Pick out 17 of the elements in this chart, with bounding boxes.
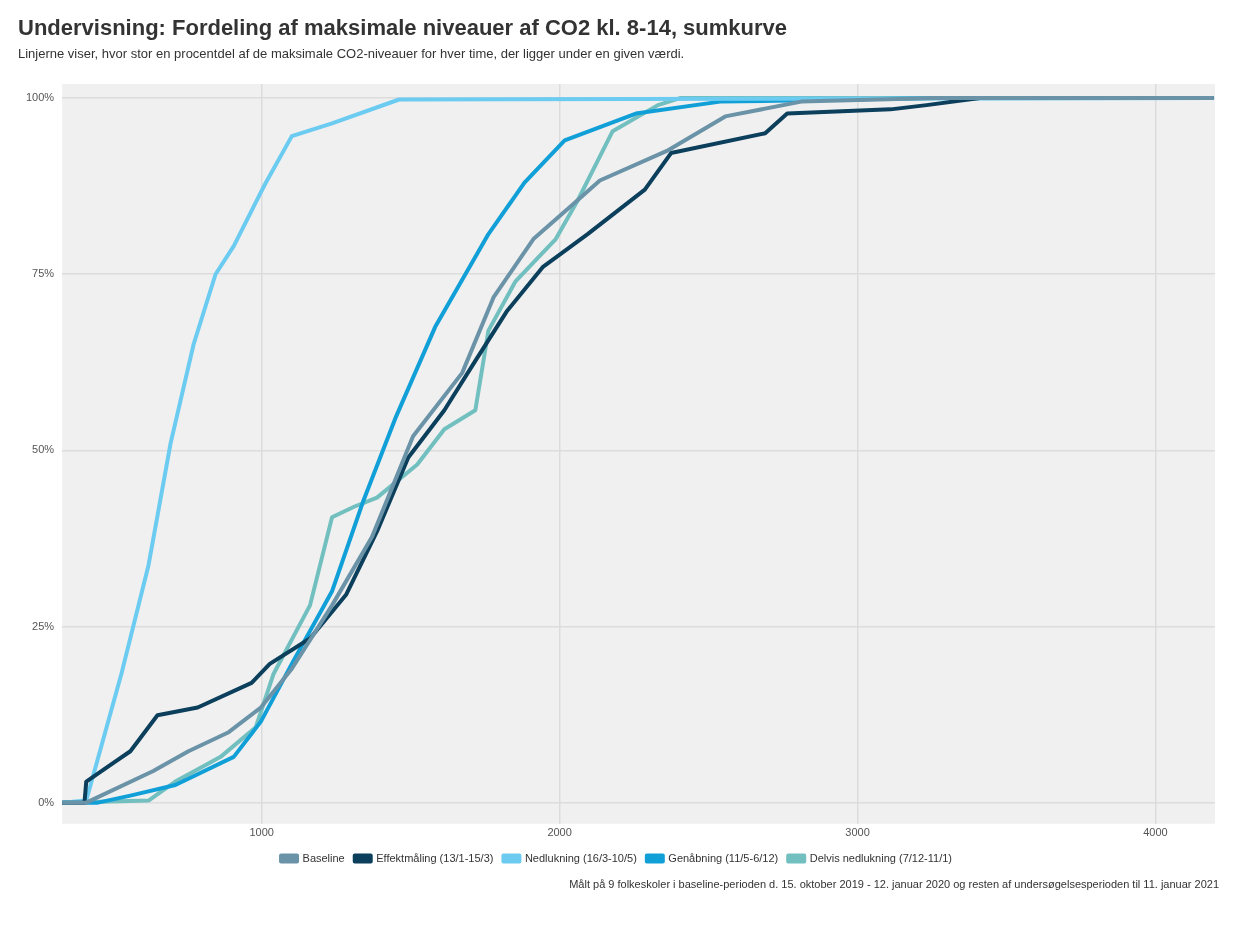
text: Målt på 9 folkeskoler i baseline-perioden d. 15. oktober 2019 - 12. januar 2020 og resten af undersøgelsesperioden til 11. januar 2021	[568, 878, 1220, 890]
legend-label: Delvis nedlukning (7/12-11/1)	[809, 851, 952, 864]
chart-subtitle: Linjerne viser, hvor stor en procentdel af de maksimale CO2-niveauer for hver time, der ligger under en given værdi.	[18, 45, 685, 61]
y-tick-label: 25%	[32, 619, 55, 632]
y-tick-label: 100%	[25, 91, 55, 104]
legend-label: Baseline	[302, 851, 345, 864]
x-tick-label: 1000	[249, 826, 274, 839]
x-tick-label: 4000	[1143, 826, 1168, 839]
legend-label: Nedlukning (16/3-10/5)	[524, 851, 637, 864]
legend-label: Genåbning (11/5-6/12)	[668, 851, 779, 864]
y-tick-label: 75%	[32, 267, 55, 280]
chart-title: Undervisning: Fordeling af maksimale niveauer af CO2 kl. 8-14, sumkurve	[18, 15, 788, 41]
x-tick-label: 3000	[845, 826, 870, 839]
y-tick-label: 50%	[32, 443, 55, 456]
legend-label: Effektmåling (13/1-15/3)	[376, 851, 494, 864]
y-tick-label: 0%	[38, 795, 55, 808]
x-tick-label: 2000	[547, 826, 572, 839]
